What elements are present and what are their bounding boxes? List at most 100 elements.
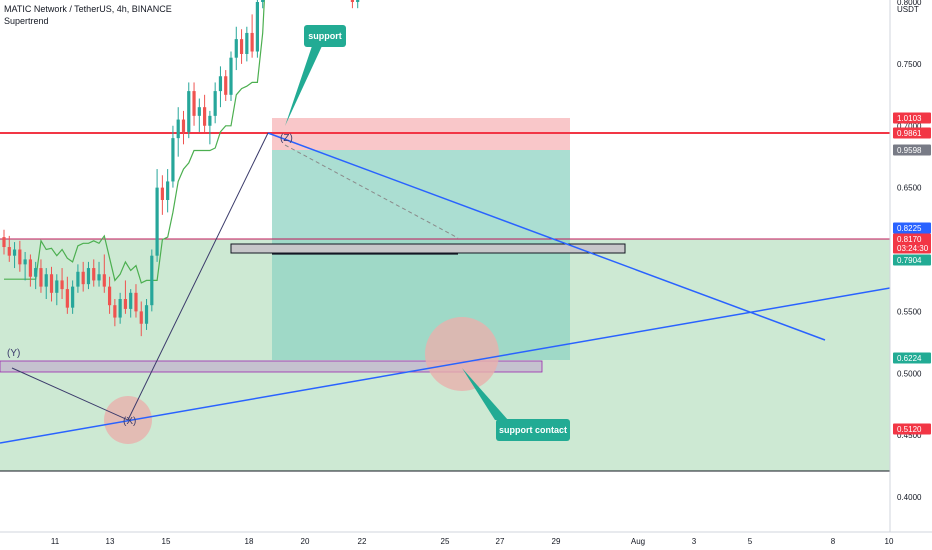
price-tick-label: 0.7500 xyxy=(897,60,922,69)
candles-layer xyxy=(2,0,360,337)
candle-body[interactable] xyxy=(97,274,101,281)
candle-body[interactable] xyxy=(34,268,38,277)
candle-body[interactable] xyxy=(160,187,164,200)
time-tick-label: 5 xyxy=(748,537,753,546)
support-callout-text: support xyxy=(308,31,342,41)
candle-body[interactable] xyxy=(255,2,259,52)
candle-body[interactable] xyxy=(224,76,228,95)
candle-body[interactable] xyxy=(102,274,106,287)
support-callout[interactable]: support xyxy=(285,25,346,126)
candle-body[interactable] xyxy=(176,119,180,139)
levels-layer xyxy=(0,132,890,472)
price-axis[interactable]: USDT 1.15001.10001.05001.00000.95000.900… xyxy=(889,0,932,550)
wave-label-x: (X) xyxy=(123,416,136,427)
supertrend-line[interactable] xyxy=(4,0,458,284)
candle-body[interactable] xyxy=(23,259,27,265)
falling-trendline[interactable] xyxy=(267,132,826,341)
candle-body[interactable] xyxy=(261,0,265,2)
candle-body[interactable] xyxy=(350,0,355,2)
candle-body[interactable] xyxy=(2,237,6,248)
time-tick-label: 15 xyxy=(162,537,171,546)
support-callout-pointer xyxy=(285,46,322,126)
candle-body[interactable] xyxy=(144,305,149,324)
candle-body[interactable] xyxy=(134,292,138,312)
candle-body[interactable] xyxy=(155,187,159,256)
candle-body[interactable] xyxy=(213,91,217,116)
candle-body[interactable] xyxy=(92,268,96,281)
time-tick-label: 11 xyxy=(51,537,60,546)
price-axis-background xyxy=(890,0,932,550)
candle-body[interactable] xyxy=(166,181,170,200)
candle-body[interactable] xyxy=(86,268,91,285)
time-tick-label: 18 xyxy=(245,537,254,546)
candle-body[interactable] xyxy=(28,259,32,277)
price-tag xyxy=(893,112,931,124)
candle-body[interactable] xyxy=(150,255,154,306)
support-box xyxy=(0,360,543,373)
candle-body[interactable] xyxy=(192,91,196,116)
price-tag xyxy=(893,423,931,435)
candle-body[interactable] xyxy=(208,115,212,126)
time-tick-label: 8 xyxy=(831,537,836,546)
price-tick-label: 0.4000 xyxy=(897,493,922,502)
candle-body[interactable] xyxy=(81,271,85,285)
candle-body[interactable] xyxy=(60,280,64,290)
time-tick-label: 10 xyxy=(885,537,894,546)
candle-body[interactable] xyxy=(76,271,80,287)
candle-body[interactable] xyxy=(118,299,122,318)
candle-body[interactable] xyxy=(171,138,175,182)
candle-body[interactable] xyxy=(245,32,249,54)
candle-body[interactable] xyxy=(250,32,254,52)
price-tag xyxy=(893,242,931,254)
candle-body[interactable] xyxy=(197,107,201,116)
dashed-channel-line xyxy=(284,144,459,239)
support-contact-callout[interactable]: support contact xyxy=(462,368,570,441)
candle-body[interactable] xyxy=(234,39,238,58)
candle-body[interactable] xyxy=(229,57,233,95)
candle-body[interactable] xyxy=(123,299,128,309)
candle-body[interactable] xyxy=(49,274,54,293)
price-tick-label: 0.6500 xyxy=(897,184,922,193)
candle-body[interactable] xyxy=(55,280,59,293)
time-tick-label: 25 xyxy=(441,537,450,546)
candle-body[interactable] xyxy=(181,119,186,132)
candle-body[interactable] xyxy=(203,107,207,126)
candle-body[interactable] xyxy=(356,0,360,2)
price-tag-label: 0.8225 xyxy=(897,224,922,233)
wave-labels-layer: (Y) (X) (Z) xyxy=(7,133,293,427)
candle-body[interactable] xyxy=(65,289,69,308)
candle-body[interactable] xyxy=(71,286,75,308)
rising-trendline[interactable] xyxy=(0,287,891,444)
wave-label-y: (Y) xyxy=(7,348,20,359)
indicator-label: Supertrend xyxy=(4,16,49,26)
chart-legend: MATIC Network / TetherUS, 4h, BINANCE Su… xyxy=(4,4,172,26)
candle-body[interactable] xyxy=(39,268,43,287)
candle-body[interactable] xyxy=(18,249,22,265)
candle-body[interactable] xyxy=(239,39,244,54)
candle-body[interactable] xyxy=(187,91,191,132)
candle-body[interactable] xyxy=(113,305,117,318)
price-tag-label: 0.9598 xyxy=(897,146,922,155)
candle-body[interactable] xyxy=(12,249,17,256)
candle-body[interactable] xyxy=(7,247,11,256)
candle-body[interactable] xyxy=(139,311,143,324)
price-tag xyxy=(893,233,931,245)
candle-body[interactable] xyxy=(129,292,133,309)
currency-label: USDT xyxy=(897,5,919,14)
candle-body[interactable] xyxy=(44,274,48,287)
support-callout-box xyxy=(304,25,346,47)
time-tick-label: 29 xyxy=(552,537,561,546)
time-tick-label: Aug xyxy=(631,537,645,546)
price-tick-label: 0.5000 xyxy=(897,369,922,378)
candle-body[interactable] xyxy=(218,76,223,92)
price-tick-label: 0.4500 xyxy=(897,431,922,440)
elliott-wave-path[interactable] xyxy=(11,132,269,421)
candle-body[interactable] xyxy=(107,286,112,306)
time-axis[interactable]: 11 13 15 18 20 22 25 27 29 Aug 3 5 8 10 xyxy=(0,531,932,550)
price-tag xyxy=(893,144,931,156)
price-tag xyxy=(893,222,931,234)
support-contact-callout-pointer xyxy=(462,368,508,420)
